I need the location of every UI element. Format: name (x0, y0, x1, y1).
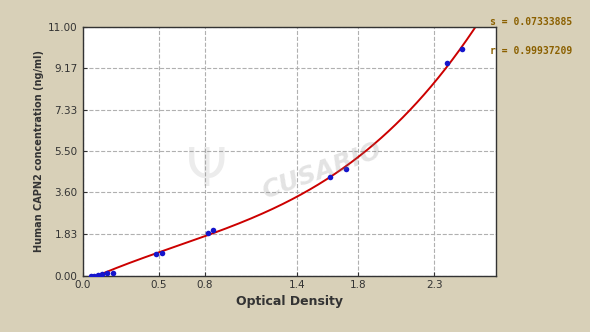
Text: Ψ: Ψ (186, 145, 227, 197)
Point (93, 272, 103, 278)
Point (204, 230, 213, 236)
Text: CUSABIO: CUSABIO (259, 138, 385, 204)
Point (109, 270, 118, 275)
Point (87, 273, 96, 278)
Point (457, 46, 467, 52)
Point (208, 228, 217, 233)
Point (102, 271, 112, 276)
Text: r = 0.99937209: r = 0.99937209 (490, 46, 572, 56)
Text: s = 0.07333885: s = 0.07333885 (490, 17, 572, 27)
Point (326, 174, 335, 179)
Point (158, 250, 167, 256)
X-axis label: Optical Density: Optical Density (235, 294, 343, 307)
Point (442, 61, 451, 66)
Y-axis label: Human CAPN2 concentration (ng/ml): Human CAPN2 concentration (ng/ml) (34, 50, 44, 252)
Point (151, 252, 160, 257)
Point (98, 272, 107, 277)
Point (341, 167, 350, 172)
Point (90, 273, 99, 278)
